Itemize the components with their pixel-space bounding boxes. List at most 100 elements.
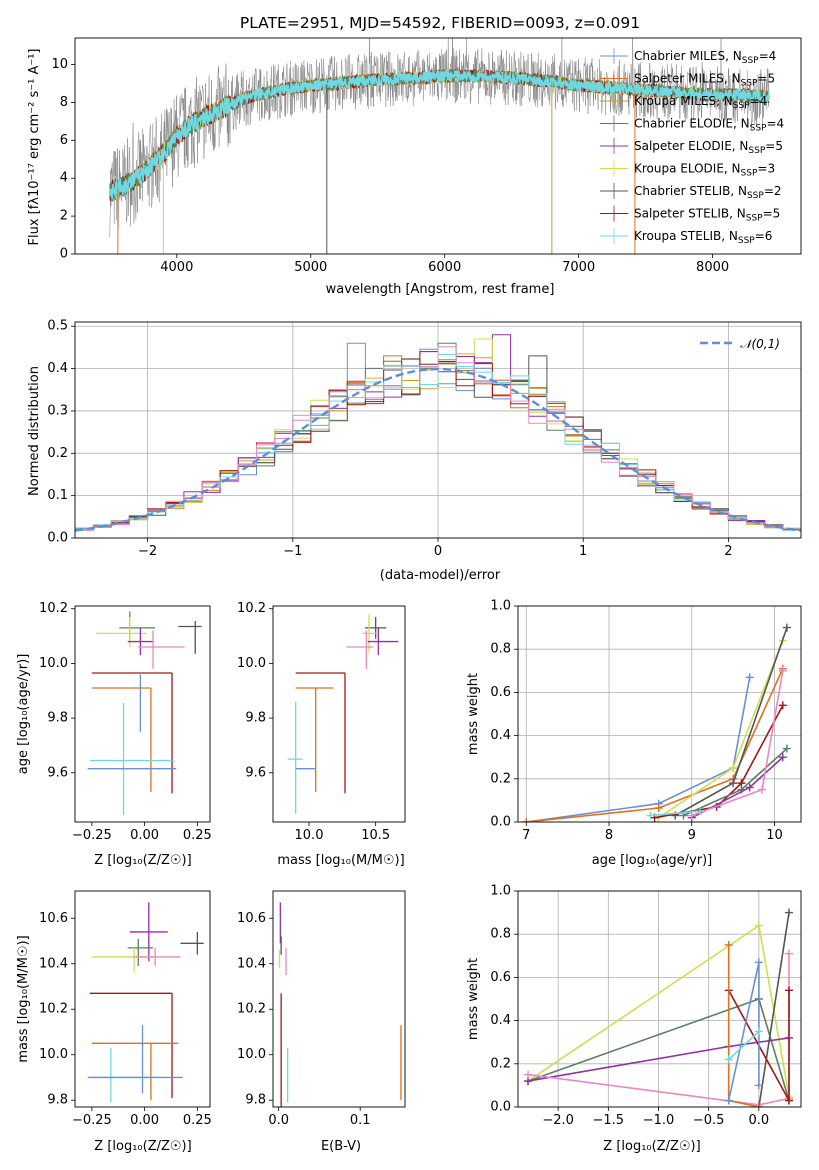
mass-vs-Z-ylabel: mass [log₁₀(M/M☉)] — [16, 935, 31, 1062]
ytick-label-4: 0.4 — [47, 361, 68, 376]
ytick-label-2: 0.2 — [47, 446, 68, 461]
weight-marker-3 — [745, 673, 754, 682]
ytick-label-3: 10.4 — [39, 956, 68, 971]
legend-label-sub: SSP — [741, 79, 758, 89]
weight-marker-0 — [724, 941, 733, 949]
weight-series-7 — [724, 958, 763, 1105]
legend-label-sub: SSP — [750, 124, 767, 134]
errorbar-point-0 — [180, 931, 204, 955]
weight-marker-1 — [754, 958, 763, 967]
mass-vs-EBV-panel: E(B-V) 0.0 0.1 9.8 10.0 10.2 10.4 10.6 — [237, 890, 406, 1154]
legend-label-sub: SSP — [746, 214, 763, 224]
ytick-label-2: 10.0 — [39, 656, 68, 671]
weight-marker-1 — [729, 764, 738, 772]
weight-marker-0 — [522, 818, 531, 822]
xtick-label-4: 0.0 — [749, 1113, 770, 1128]
weight-marker-1 — [754, 921, 763, 930]
xtick-label-2: 0.25 — [183, 828, 212, 843]
ytick-label-1: 9.8 — [47, 711, 68, 726]
errorbars — [278, 902, 402, 1107]
histograms — [75, 334, 801, 532]
legend-label: Kroupa ELODIE, NSSP=3 — [634, 162, 775, 179]
xtick-label-3: 7000 — [562, 260, 595, 275]
age-vs-mass-xlabel: mass [log₁₀(M/M☉)] — [277, 853, 404, 868]
legend-label: Salpeter MILES, NSSP=5 — [634, 72, 775, 89]
weight-line — [526, 668, 784, 822]
errorbar-point-6 — [91, 687, 152, 792]
weight-series-7 — [687, 666, 787, 820]
spectrum-line-5 — [109, 68, 770, 200]
axes-frame — [74, 890, 211, 1108]
legend-entry-0: Chabrier MILES, NSSP=4 — [600, 48, 776, 66]
axes-frame — [74, 321, 802, 539]
spectrum-legend: Chabrier MILES, NSSP=4 Salpeter MILES, NS… — [600, 48, 784, 246]
xtick-label-0: 4000 — [160, 260, 193, 275]
weight-line — [526, 677, 751, 822]
weight-marker-1 — [758, 785, 767, 794]
ytick-label-5: 10 — [51, 57, 68, 72]
xtick-label-1: 8 — [605, 828, 613, 843]
errorbar-point-0 — [178, 621, 202, 654]
ytick-label-2: 4 — [60, 171, 68, 186]
ytick-label-4: 10.6 — [39, 911, 68, 926]
age-vs-Z-panel: Z [log₁₀(Z/Z☉)] age [log₁₀(age/yr)] −0.2… — [16, 601, 212, 868]
legend-entry-1: Salpeter MILES, NSSP=5 — [600, 70, 775, 89]
legend-label-tail: =4 — [766, 117, 784, 131]
weight-line — [758, 912, 790, 1107]
age-vs-Z-xlabel: Z [log₁₀(Z/Z☉)] — [94, 853, 191, 868]
errorbar-point-0 — [365, 616, 387, 639]
weight-line — [658, 640, 784, 819]
errorbar-point-6 — [91, 1042, 179, 1101]
legend-label-sub: SSP — [747, 191, 764, 201]
weight-marker-2 — [782, 744, 791, 753]
residuals-xlabel: (data-model)/error — [380, 568, 501, 583]
ytick-label-3: 0.6 — [490, 685, 511, 700]
ytick-label-3: 10.2 — [237, 601, 266, 616]
weight-marker-0 — [524, 1070, 533, 1079]
legend-label-tail: =6 — [755, 229, 773, 243]
weight-lines — [524, 908, 793, 1107]
xtick-label-3: 1 — [579, 544, 587, 559]
legend-entry-3: Chabrier ELODIE, NSSP=4 — [600, 115, 784, 134]
weight-marker-1 — [745, 783, 754, 792]
xtick-label-0: −2 — [138, 544, 157, 559]
ytick-label-3: 6 — [60, 133, 68, 148]
xtick-label-3: −0.5 — [693, 1113, 725, 1128]
legend-entry-8: Kroupa STELIB, NSSP=6 — [600, 228, 772, 246]
xtick-label-1: −1.5 — [593, 1113, 625, 1128]
weight-marker-1 — [784, 1096, 793, 1105]
xtick-label-0: 10.0 — [295, 828, 324, 843]
legend-entry-5: Kroupa ELODIE, NSSP=3 — [600, 160, 775, 179]
legend-label: Chabrier STELIB, NSSP=2 — [634, 184, 782, 201]
mass-vs-Z-xlabel: Z [log₁₀(Z/Z☉)] — [94, 1139, 191, 1154]
ytick-label-5: 1.0 — [490, 599, 511, 614]
ytick-label-5: 1.0 — [490, 884, 511, 899]
legend-label: Salpeter STELIB, NSSP=5 — [634, 207, 780, 224]
ytick-label-1: 10.0 — [39, 1047, 68, 1062]
legend-label-tail: =5 — [757, 72, 775, 86]
massweight-vs-Z-ylabel: mass weight — [466, 958, 481, 1040]
massweight-vs-Z-xlabel: Z [log₁₀(Z/Z☉)] — [603, 1139, 700, 1154]
legend-label-sub: SSP — [741, 169, 758, 179]
xtick-label-2: 0 — [434, 544, 442, 559]
ytick-label-2: 0.4 — [490, 728, 511, 743]
errorbar-point-4 — [138, 630, 185, 669]
legend-label-tail: =2 — [764, 184, 782, 198]
errorbar-point-1 — [129, 902, 168, 962]
xtick-label-0: −2.0 — [542, 1113, 574, 1128]
axes-frame — [74, 37, 802, 255]
weight-series-8 — [724, 1027, 763, 1064]
errorbar-point-2 — [127, 938, 154, 967]
ytick-label-0: 9.8 — [47, 1093, 68, 1108]
weight-line — [727, 962, 760, 1101]
residuals-panel: (data-model)/error Normed distribution −… — [27, 319, 802, 583]
xtick-label-0: 7 — [522, 828, 530, 843]
axes-frame — [272, 605, 406, 823]
weight-marker-2 — [754, 1103, 763, 1107]
ytick-label-3: 0.6 — [490, 970, 511, 985]
xtick-label-4: 2 — [724, 544, 732, 559]
errorbar-point-5 — [295, 687, 333, 792]
legend-entry-7: Salpeter STELIB, NSSP=5 — [600, 205, 780, 224]
weight-line — [728, 1030, 760, 1061]
